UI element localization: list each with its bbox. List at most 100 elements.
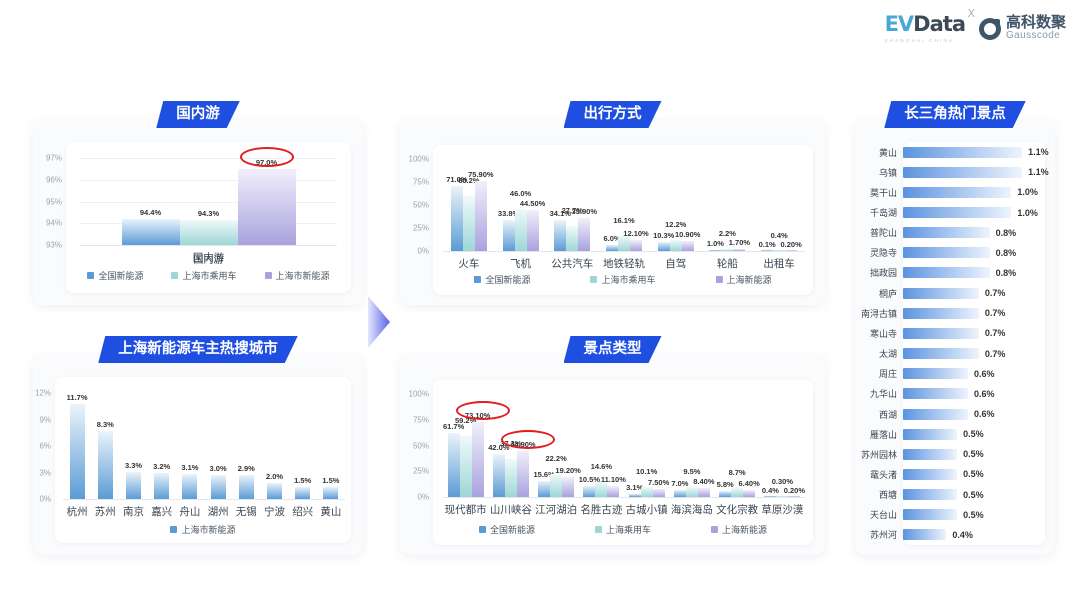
legend-item[interactable]: 上海市乘用车 (590, 273, 656, 286)
attraction-name: 莫干山 (869, 187, 897, 198)
list-item[interactable]: 寒山寺 0.7% (855, 323, 1045, 343)
bar (697, 488, 710, 497)
legend-item[interactable]: 上海市新能源 (170, 523, 236, 536)
list-item[interactable]: 周庄 0.6% (855, 364, 1045, 384)
list-item[interactable]: 千岛湖 1.0% (855, 202, 1045, 222)
bar-value-label: 2.0% (265, 471, 284, 481)
bar (628, 493, 641, 497)
list-item[interactable]: 灵隐寺 0.8% (855, 243, 1045, 263)
list-item[interactable]: 天台山 0.5% (855, 505, 1045, 525)
bar (450, 185, 463, 251)
attraction-value-label: 0.6% (974, 368, 995, 379)
attraction-bar-fill (903, 448, 958, 460)
bar (583, 486, 596, 497)
list-item[interactable]: 鼋头渚 0.5% (855, 464, 1045, 484)
attraction-value-label: 1.1% (1028, 147, 1049, 158)
bar-value-label: 0.1% (758, 239, 776, 249)
attraction-value-label: 1.1% (1028, 167, 1049, 178)
list-item[interactable]: 雁落山 0.5% (855, 424, 1045, 444)
bar (764, 496, 777, 497)
evdata-logo: EVData X SHANGHAI CHINA (885, 8, 975, 43)
legend-item[interactable]: 上海新能源 (715, 273, 772, 286)
list-item[interactable]: 普陀山 0.8% (855, 223, 1045, 243)
bar (743, 490, 756, 497)
legend-label: 上海乘用车 (605, 525, 651, 535)
legend-label: 上海市新能源 (181, 525, 236, 535)
bar (504, 458, 517, 497)
axis-baseline (443, 497, 805, 498)
legend-item[interactable]: 全国新能源 (478, 523, 535, 536)
chart-yangtze-attractions: 黄山 1.1% 乌镇 1.1% 莫干山 1.0% 千岛湖 1.0% 普陀山 0.8% 灵隐寺 0.8%… (855, 142, 1049, 545)
bar-value-label: 1.0% (706, 239, 724, 249)
attraction-name: 雁落山 (869, 429, 897, 440)
attraction-bar-track: 0.7% (903, 307, 1045, 319)
list-item[interactable]: 太湖 0.7% (855, 344, 1045, 364)
attraction-value-label: 1.0% (1017, 187, 1038, 198)
list-item[interactable]: 南浔古镇 0.7% (855, 303, 1045, 323)
bar (785, 250, 798, 251)
bar-value-label: 2.9% (237, 464, 255, 474)
legend-item[interactable]: 全国新能源 (474, 273, 530, 286)
bar-value-label: 0.20% (783, 485, 806, 495)
bar (709, 250, 722, 251)
bar (607, 485, 620, 497)
bar (669, 239, 682, 251)
bar (154, 472, 170, 499)
list-item[interactable]: 黄山 1.1% (855, 142, 1049, 162)
legend-item[interactable]: 全国新能源 (87, 269, 143, 282)
attraction-bar-track: 1.0% (903, 186, 1045, 198)
bar-value-label: 5.8% (716, 480, 734, 490)
attraction-bar-track: 0.5% (903, 509, 1045, 521)
attraction-value-label: 0.5% (963, 449, 984, 460)
legend-swatch (590, 276, 598, 283)
bar-value-label: 0.30% (771, 476, 794, 486)
y-axis-tick: 0% (417, 492, 429, 502)
gridline (80, 201, 337, 203)
list-item[interactable]: 苏州园林 0.5% (855, 444, 1045, 464)
legend-label: 全国新能源 (485, 275, 531, 285)
attraction-bar-track: 0.5% (903, 448, 1045, 460)
list-item[interactable]: 苏州河 0.4% (855, 525, 1045, 545)
attraction-name: 黄山 (878, 147, 897, 158)
attraction-name: 苏州河 (869, 530, 897, 541)
legend-label: 全国新能源 (98, 271, 144, 281)
attraction-bar-track: 0.5% (903, 468, 1045, 480)
evdata-wordmark: EVData X (885, 8, 975, 35)
bar (474, 181, 487, 251)
list-item[interactable]: 西湖 0.6% (855, 404, 1045, 424)
list-item[interactable]: 莫干山 1.0% (855, 182, 1045, 202)
category-label: 草原沙漠 (761, 504, 804, 516)
legend-item[interactable]: 上海乘用车 (594, 523, 651, 536)
legend-item[interactable]: 上海市乘用车 (171, 269, 237, 282)
attraction-bar-fill (903, 186, 1012, 198)
bar (773, 250, 786, 251)
legend-item[interactable]: 上海新能源 (711, 523, 767, 536)
chart-legend: 上海市新能源 (55, 523, 351, 536)
attraction-name: 西湖 (878, 409, 897, 420)
category-label: 宁波 (264, 506, 285, 518)
list-item[interactable]: 西塘 0.5% (855, 485, 1045, 505)
attraction-bar-fill (903, 227, 990, 239)
y-axis-tick: 94% (45, 218, 62, 228)
bar-value-label: 7.0% (671, 478, 689, 488)
attraction-name: 寒山寺 (869, 328, 897, 339)
legend-swatch (171, 272, 179, 279)
list-item[interactable]: 乌镇 1.1% (855, 162, 1049, 182)
chart-legend: 全国新能源 上海市乘用车 上海新能源 (433, 273, 813, 286)
attraction-name: 拙政园 (869, 268, 897, 279)
bar-value-label: 0.4% (761, 485, 779, 495)
bar-value-label: 61.7% (442, 422, 465, 432)
bar-value-label: 3.1% (181, 462, 199, 472)
bar (721, 248, 734, 251)
bar-value-label: 11.7% (66, 392, 88, 402)
bar-value-label: 6.0% (603, 234, 621, 244)
category-label: 湖州 (207, 506, 229, 518)
bar-value-label: 10.90% (674, 229, 701, 239)
legend-item[interactable]: 上海市新能源 (264, 269, 330, 282)
list-item[interactable]: 桐庐 0.7% (855, 283, 1045, 303)
legend-label: 上海市新能源 (275, 271, 330, 281)
list-item[interactable]: 九华山 0.6% (855, 384, 1045, 404)
attraction-value-label: 0.6% (974, 409, 995, 419)
evdata-superscript: X (967, 7, 974, 20)
list-item[interactable]: 拙政园 0.8% (855, 263, 1045, 283)
